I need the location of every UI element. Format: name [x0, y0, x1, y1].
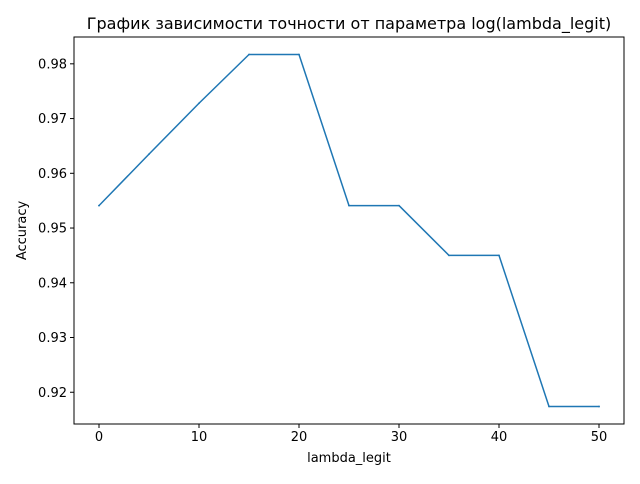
y-axis-label: Accuracy: [15, 201, 30, 261]
plot-area: 0 10 20 30 40 50 0.92 0.93 0.94 0.95 0.96 0.97 0.98: [38, 36, 625, 445]
y-tick-label: 0.94: [38, 276, 67, 291]
y-tick-label: 0.96: [38, 167, 67, 182]
series-point: [348, 204, 350, 207]
axes-frame: [73, 36, 625, 425]
series-point: [548, 405, 550, 408]
series-layer: [97, 53, 600, 408]
x-axis-label: lambda_legit: [307, 451, 391, 466]
series-point: [398, 204, 400, 207]
x-axis-ticks: 0 10 20 30 40 50: [95, 424, 607, 445]
y-tick-label: 0.95: [38, 222, 67, 237]
x-tick-label: 50: [591, 430, 608, 445]
series-point: [198, 102, 200, 105]
series-point: [598, 405, 600, 408]
x-tick-label: 30: [391, 430, 408, 445]
series-point: [98, 204, 100, 207]
x-tick-label: 40: [491, 430, 508, 445]
y-tick-label: 0.97: [38, 112, 67, 127]
chart-title: График зависимости точности от параметра…: [87, 14, 611, 34]
x-tick-label: 0: [95, 430, 103, 445]
series-point: [448, 254, 450, 257]
series-point: [148, 153, 150, 156]
series-point: [498, 254, 500, 257]
y-tick-label: 0.93: [38, 331, 67, 346]
x-tick-label: 20: [291, 430, 308, 445]
x-tick-label: 10: [191, 430, 208, 445]
series-point: [248, 53, 250, 56]
y-axis-ticks: 0.92 0.93 0.94 0.95 0.96 0.97 0.98: [38, 57, 74, 401]
y-tick-label: 0.98: [38, 57, 67, 72]
y-tick-label: 0.92: [38, 386, 67, 401]
series-point: [298, 53, 300, 56]
